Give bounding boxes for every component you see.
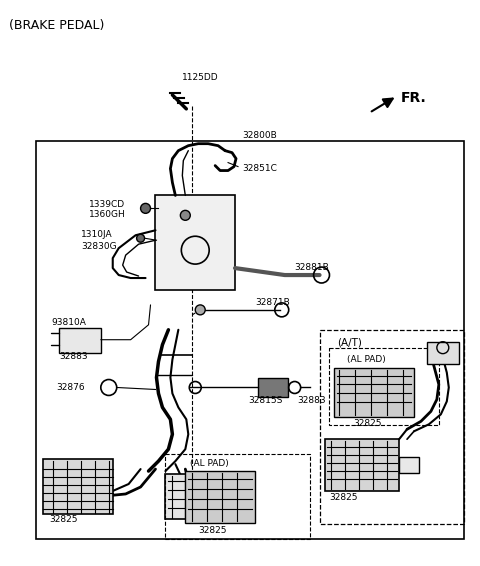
Text: (BRAKE PEDAL): (BRAKE PEDAL) bbox=[9, 19, 105, 32]
Bar bbox=[320, 330, 464, 524]
Text: (AL PAD): (AL PAD) bbox=[348, 355, 386, 363]
Bar bbox=[43, 459, 113, 514]
Text: 32851C: 32851C bbox=[242, 164, 277, 173]
Text: 1339CD: 1339CD bbox=[89, 200, 125, 209]
Text: 32825: 32825 bbox=[198, 526, 227, 535]
Text: 32876: 32876 bbox=[56, 383, 84, 392]
Text: 32830G: 32830G bbox=[81, 242, 117, 251]
Bar bbox=[185, 471, 255, 523]
Text: 32883: 32883 bbox=[59, 351, 88, 361]
Circle shape bbox=[141, 203, 151, 213]
Text: 32883: 32883 bbox=[298, 396, 326, 405]
Text: (AL PAD): (AL PAD) bbox=[190, 459, 229, 468]
Bar bbox=[166, 474, 225, 519]
Bar bbox=[399, 457, 419, 473]
Bar bbox=[36, 141, 464, 539]
Text: 93810A: 93810A bbox=[51, 318, 86, 327]
Bar bbox=[258, 378, 288, 397]
Text: 32825: 32825 bbox=[329, 493, 358, 502]
Bar bbox=[59, 328, 101, 353]
Text: 32825: 32825 bbox=[49, 515, 78, 524]
Circle shape bbox=[180, 211, 190, 220]
Text: 32800B: 32800B bbox=[242, 131, 277, 140]
Text: 1360GH: 1360GH bbox=[89, 211, 126, 220]
Bar bbox=[156, 195, 235, 290]
Text: 32881B: 32881B bbox=[295, 263, 329, 272]
Text: 1310JA: 1310JA bbox=[81, 230, 112, 239]
Text: 32871B: 32871B bbox=[255, 298, 289, 307]
Circle shape bbox=[195, 305, 205, 315]
Text: FR.: FR. bbox=[401, 91, 427, 105]
Bar bbox=[335, 367, 414, 417]
Text: 1125DD: 1125DD bbox=[182, 73, 219, 82]
Bar bbox=[427, 342, 459, 363]
Text: (A/T): (A/T) bbox=[337, 338, 362, 348]
Bar bbox=[324, 439, 399, 491]
Text: 32815S: 32815S bbox=[248, 396, 282, 405]
Text: 32825: 32825 bbox=[353, 419, 382, 428]
Circle shape bbox=[137, 234, 144, 242]
Bar bbox=[329, 348, 439, 425]
Bar bbox=[166, 454, 310, 539]
